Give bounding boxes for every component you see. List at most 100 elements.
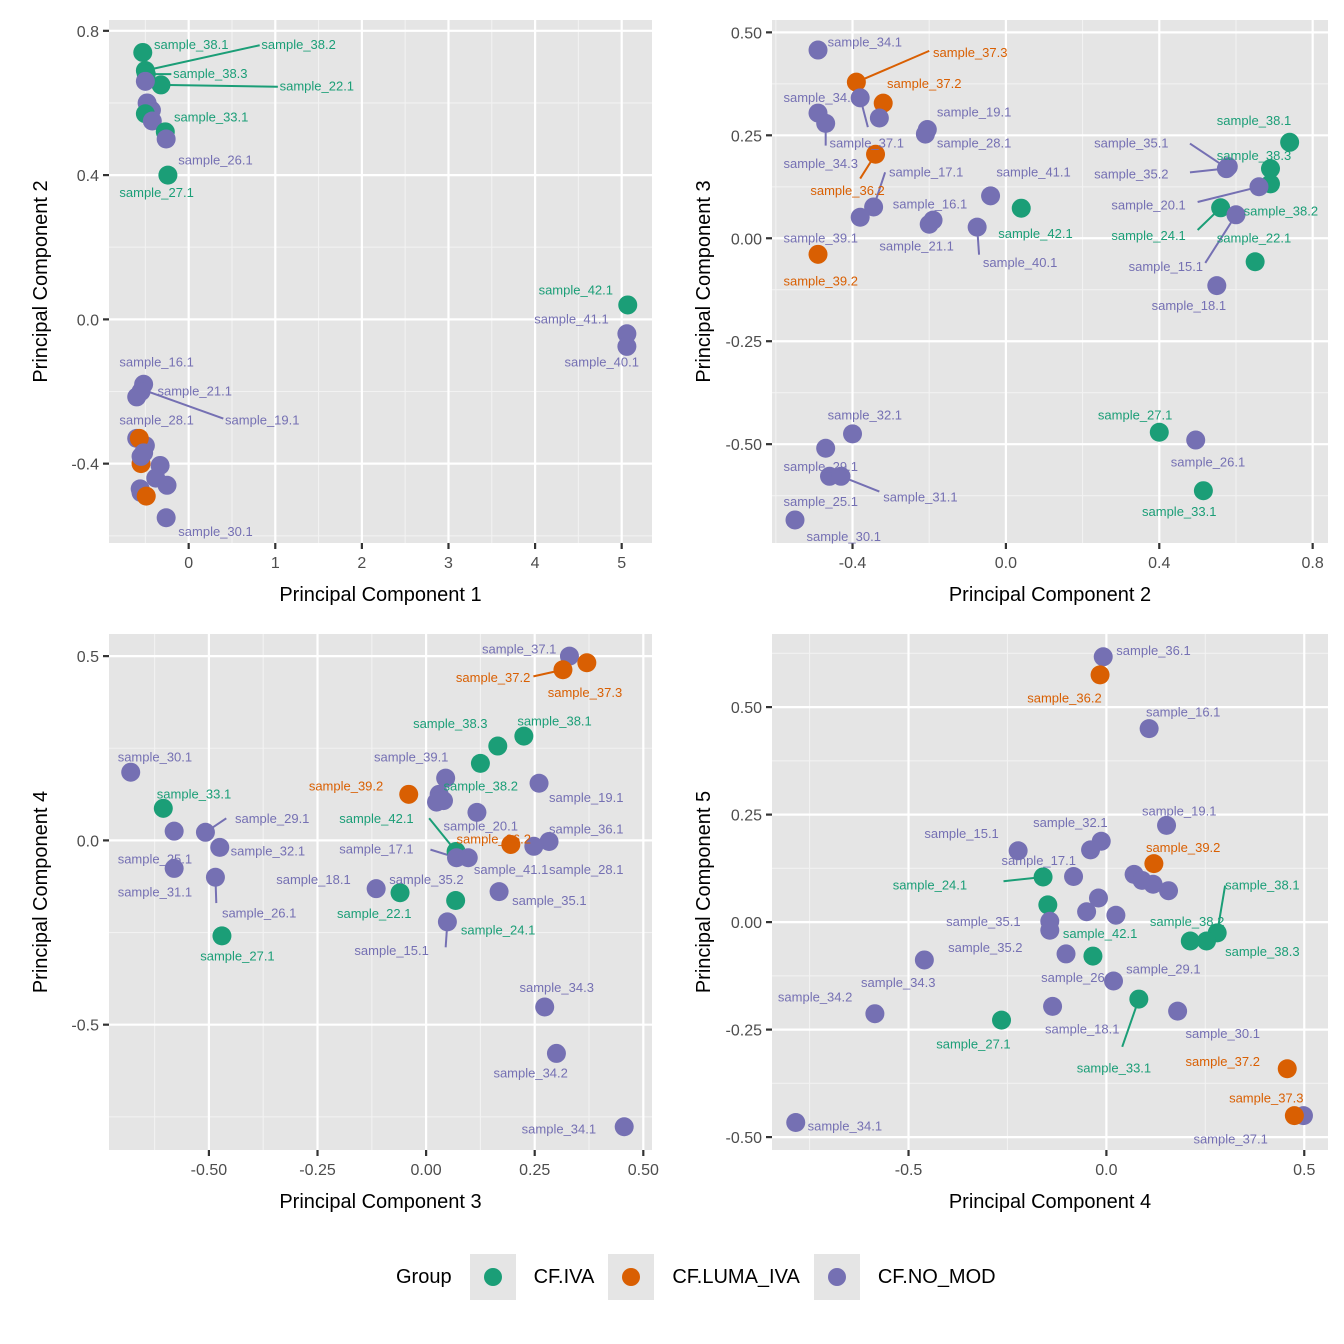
point-sample_34.3[interactable] <box>816 113 836 133</box>
point-sample_38.3[interactable] <box>488 736 508 756</box>
point-sample_41.1[interactable] <box>458 848 478 868</box>
point-sample_24.1[interactable] <box>1211 198 1231 218</box>
point-sample_39.2[interactable] <box>1144 854 1164 874</box>
point-sample_39.1[interactable] <box>850 207 870 227</box>
point-sample_15.1[interactable] <box>1226 205 1246 225</box>
point-sample_34.2[interactable] <box>865 1004 885 1024</box>
point-sample_36.1[interactable] <box>1093 647 1113 667</box>
point-sample_y11[interactable] <box>136 486 156 506</box>
point-sample_21.1[interactable] <box>919 214 939 234</box>
point-sample_30.1[interactable] <box>785 510 805 530</box>
point-sample_34.3[interactable] <box>914 950 934 970</box>
point-sample_17.1[interactable] <box>1064 867 1084 887</box>
point-sample_30.1[interactable] <box>1168 1001 1188 1021</box>
point-sample_37.2[interactable] <box>553 660 573 680</box>
point-sample_16.1[interactable] <box>1139 719 1159 739</box>
point-sample_40.1[interactable] <box>617 336 637 356</box>
point-sample_22.1[interactable] <box>151 75 171 95</box>
point-sample_15.1[interactable] <box>437 912 457 932</box>
point-sample_33.1[interactable] <box>153 798 173 818</box>
point-sample_x1[interactable] <box>135 71 155 91</box>
point-sample_32.1[interactable] <box>843 424 863 444</box>
point-sample_40.1[interactable] <box>967 217 987 237</box>
point-sample_35.2[interactable] <box>1040 920 1060 940</box>
point-sample_y5[interactable] <box>131 446 151 466</box>
point-sample_35.2[interactable] <box>1216 159 1236 179</box>
point-sample_c7[interactable] <box>1038 895 1058 915</box>
point-sample_38.2[interactable] <box>470 753 490 773</box>
point-sample_24.1[interactable] <box>446 890 466 910</box>
point-sample_38.3[interactable] <box>1180 931 1200 951</box>
point-sample_c4[interactable] <box>1143 874 1163 894</box>
point-sample_27.1[interactable] <box>992 1010 1012 1030</box>
point-sample_38.1[interactable] <box>1280 132 1300 152</box>
point-sample_15.1[interactable] <box>1008 841 1028 861</box>
point-sample_29.1[interactable] <box>195 822 215 842</box>
point-sample_26.1[interactable] <box>156 129 176 149</box>
point-sample_31.1[interactable] <box>831 466 851 486</box>
point-sample_c1[interactable] <box>1081 840 1101 860</box>
legend-item-cf-no-mod[interactable]: CF.NO_MOD <box>813 1254 996 1300</box>
point-sample_37.3[interactable] <box>846 72 866 92</box>
point-sample_29.1[interactable] <box>816 438 836 458</box>
point-sample_26.1[interactable] <box>1186 430 1206 450</box>
point-sample_42.1[interactable] <box>1011 198 1031 218</box>
point-sample_36.1[interactable] <box>539 832 559 852</box>
point-sample_36.2[interactable] <box>501 834 521 854</box>
point-sample_18.1[interactable] <box>1207 276 1227 296</box>
point-sample_20.1[interactable] <box>467 802 487 822</box>
point-sample_x4[interactable] <box>142 111 162 131</box>
point-sample_c6[interactable] <box>1088 888 1108 908</box>
point-sample_29.1[interactable] <box>1104 971 1124 991</box>
point-sample_33.1[interactable] <box>1193 481 1213 501</box>
point-sample_36.2[interactable] <box>866 144 886 164</box>
point-sample_42.1[interactable] <box>1083 946 1103 966</box>
point-sample_18.1[interactable] <box>366 879 386 899</box>
point-sample_33.1[interactable] <box>1129 989 1149 1009</box>
point-sample_32.1[interactable] <box>210 837 230 857</box>
point-sample_24.1[interactable] <box>1033 867 1053 887</box>
point-sample_y2[interactable] <box>129 428 149 448</box>
point-sample_19.1[interactable] <box>1157 815 1177 835</box>
point-sample_37.3[interactable] <box>577 653 597 673</box>
point-sample_34.2[interactable] <box>546 1043 566 1063</box>
point-sample_38.3[interactable] <box>1260 159 1280 179</box>
point-sample_17.1[interactable] <box>864 197 884 217</box>
point-sample_37.1[interactable] <box>869 108 889 128</box>
point-sample_39.2[interactable] <box>399 784 419 804</box>
point-sample_27.1[interactable] <box>158 165 178 185</box>
point-sample_30.1[interactable] <box>156 508 176 528</box>
legend-item-cf-luma-iva[interactable]: CF.LUMA_IVA <box>608 1254 813 1300</box>
point-sample_35.1[interactable] <box>489 882 509 902</box>
point-sample_28.1[interactable] <box>524 836 544 856</box>
point-sample_c3[interactable] <box>427 792 447 812</box>
point-sample_28.1[interactable] <box>915 124 935 144</box>
point-sample_34.1[interactable] <box>808 40 828 60</box>
point-sample_26.1[interactable] <box>205 867 225 887</box>
point-sample_39.2[interactable] <box>808 244 828 264</box>
point-sample_37.3[interactable] <box>1284 1106 1304 1126</box>
point-sample_c9[interactable] <box>1106 905 1126 925</box>
point-sample_41.1[interactable] <box>981 186 1001 206</box>
point-sample_22.1[interactable] <box>390 883 410 903</box>
point-sample_19.1[interactable] <box>127 387 147 407</box>
point-sample_20.1[interactable] <box>1249 177 1269 197</box>
point-sample_36.2[interactable] <box>1090 665 1110 685</box>
point-sample_18.1[interactable] <box>1043 996 1063 1016</box>
point-sample_38.2[interactable] <box>1197 931 1217 951</box>
point-sample_38.1[interactable] <box>514 726 534 746</box>
point-sample_30.1[interactable] <box>121 762 141 782</box>
point-sample_27.1[interactable] <box>1149 422 1169 442</box>
point-sample_22.1[interactable] <box>1245 252 1265 272</box>
point-sample_c5[interactable] <box>1159 881 1179 901</box>
point-sample_34.1[interactable] <box>786 1112 806 1132</box>
point-sample_37.2[interactable] <box>1277 1059 1297 1079</box>
point-sample_34.2[interactable] <box>850 88 870 108</box>
legend-item-cf-iva[interactable]: CF.IVA <box>469 1254 609 1300</box>
point-sample_42.1[interactable] <box>618 295 638 315</box>
point-sample_26.1[interactable] <box>1056 944 1076 964</box>
point-sample_34.3[interactable] <box>535 997 555 1017</box>
point-sample_c8[interactable] <box>1077 902 1097 922</box>
point-sample_31.1[interactable] <box>164 858 184 878</box>
point-sample_19.1[interactable] <box>529 773 549 793</box>
